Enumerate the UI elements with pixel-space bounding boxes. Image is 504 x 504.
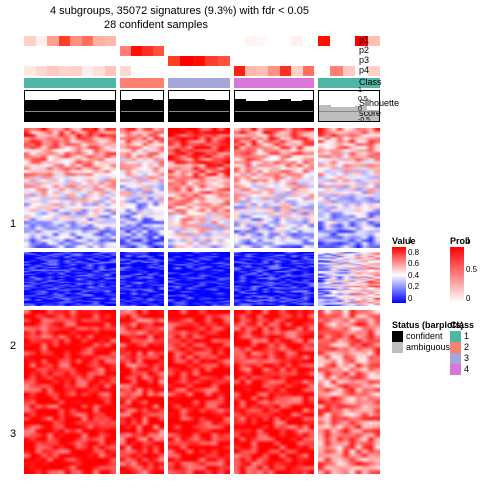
ann-p2 — [24, 46, 116, 56]
heatmap-column — [120, 128, 164, 478]
siltick-1: 1 — [358, 87, 362, 94]
legend-prob: Prob 10.50 — [450, 236, 471, 303]
siltick-n05: -0.5 — [358, 117, 370, 124]
ann-p2 — [234, 46, 314, 56]
prob-ticks: 10.50 — [466, 236, 477, 303]
legend-class-item: 2 — [450, 342, 474, 353]
ann-p4 — [120, 66, 164, 76]
ann-p2 — [120, 46, 164, 56]
ann-p3 — [318, 56, 380, 66]
heatmap-column — [24, 128, 116, 478]
ann-class — [120, 78, 164, 88]
label-p3: p3 — [359, 55, 369, 65]
value-gradient — [392, 247, 406, 303]
ann-class — [234, 78, 314, 88]
title-line-2: 28 confident samples — [50, 18, 504, 32]
silhouette-bars — [120, 90, 164, 122]
ann-p1 — [120, 36, 164, 46]
legend-class: Class 1234 — [450, 320, 474, 375]
ann-p4 — [24, 66, 116, 76]
row-cluster-label: 2 — [10, 340, 16, 352]
ann-p2 — [318, 46, 380, 56]
label-class: Class — [359, 77, 382, 87]
value-ticks: 10.80.60.40.20 — [408, 236, 419, 303]
silhouette-bars — [168, 90, 230, 122]
label-p2: p2 — [359, 45, 369, 55]
ann-p1 — [168, 36, 230, 46]
ann-p2 — [168, 46, 230, 56]
ann-p1 — [24, 36, 116, 46]
prob-gradient — [450, 247, 464, 303]
heatmap-column — [318, 128, 380, 478]
ann-p4 — [168, 66, 230, 76]
ann-p4 — [318, 66, 380, 76]
row-cluster-label: 3 — [10, 428, 16, 440]
ann-p1 — [234, 36, 314, 46]
title-line-1: 4 subgroups, 35072 signatures (9.3%) wit… — [50, 4, 504, 18]
ann-p3 — [24, 56, 116, 66]
ann-class — [24, 78, 116, 88]
legend-class-title: Class — [450, 320, 474, 330]
row-cluster-label: 1 — [10, 218, 16, 230]
label-p1: p1 — [359, 35, 369, 45]
siltick-05: 0.5 — [358, 96, 368, 103]
label-p4: p4 — [359, 65, 369, 75]
legend-class-item: 4 — [450, 364, 474, 375]
legend-class-item: 1 — [450, 331, 474, 342]
heatmap-column — [234, 128, 314, 478]
ann-p1 — [318, 36, 380, 46]
heatmap-column — [168, 128, 230, 478]
legend-class-item: 3 — [450, 353, 474, 364]
ann-class — [168, 78, 230, 88]
ann-p3 — [234, 56, 314, 66]
heatmap-main: 123 — [24, 36, 386, 478]
ann-p3 — [120, 56, 164, 66]
silhouette-bars — [234, 90, 314, 122]
ann-p4 — [234, 66, 314, 76]
legend-value: Value 10.80.60.40.20 — [392, 236, 416, 303]
silhouette-bars — [24, 90, 116, 122]
ann-p3 — [168, 56, 230, 66]
